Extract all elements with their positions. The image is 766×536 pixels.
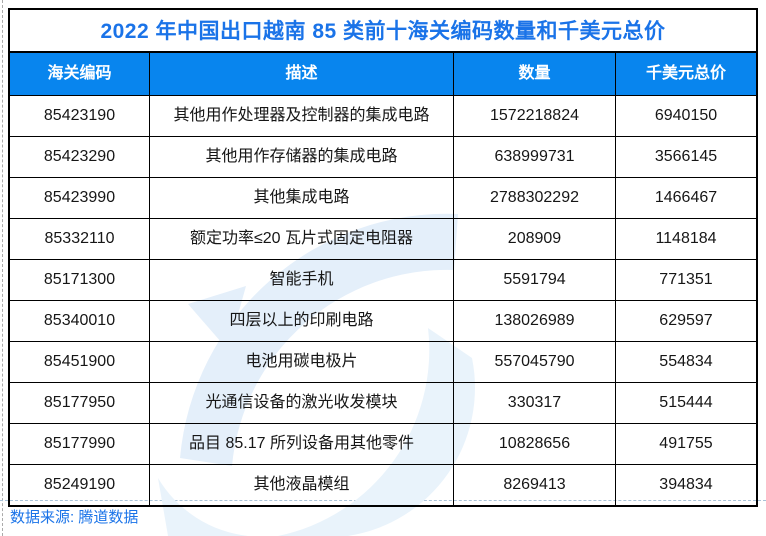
cell-quantity: 208909 [454,219,616,259]
cell-hs-code: 85340010 [10,301,150,341]
cell-description: 电池用碳电极片 [150,342,454,382]
cell-total-kusd: 6940150 [654,107,718,124]
cell-quantity: 10828656 [454,424,616,464]
cell-total-kusd: 491755 [659,435,713,452]
cell-quantity: 5591794 [454,260,616,300]
table-header-row: 海关编码 描述 数量 千美元总价 [10,53,756,96]
cell-quantity: 138026989 [454,301,616,341]
header-total-kusd: 千美元总价 [645,65,726,82]
cell-total-kusd: 394834 [659,476,713,493]
cell-description: 四层以上的印刷电路 [150,301,454,341]
table-row: 85451900 电池用碳电极片 557045790 554834 [10,342,756,383]
cell-hs-code: 85423290 [10,137,150,177]
data-source: 数据来源: 腾道数据 [10,506,138,527]
cell-description: 其他用作存储器的集成电路 [150,137,454,177]
cell-hs-code: 85249190 [10,465,150,505]
data-source-label: 数据来源: 腾道数据 [10,509,139,526]
cell-description: 额定功率≤20 瓦片式固定电阻器 [150,219,454,259]
cell-total-kusd: 629597 [659,312,713,329]
table-row: 85332110 额定功率≤20 瓦片式固定电阻器 208909 1148184 [10,219,756,260]
cell-description: 光通信设备的激光收发模块 [150,383,454,423]
cell-description: 其他集成电路 [150,178,454,218]
table-row: 85423190 其他用作处理器及控制器的集成电路 1572218824 694… [10,96,756,137]
header-hs-code: 海关编码 [10,53,150,95]
cell-hs-code: 85171300 [10,260,150,300]
cell-description: 智能手机 [150,260,454,300]
cell-hs-code: 85423990 [10,178,150,218]
cell-hs-code: 85451900 [10,342,150,382]
cell-quantity: 330317 [454,383,616,423]
cell-total-kusd: 1148184 [655,230,717,247]
table-row: 85177990 品目 85.17 所列设备用其他零件 10828656 491… [10,424,756,465]
cell-quantity: 638999731 [454,137,616,177]
table-row: 85340010 四层以上的印刷电路 138026989 629597 [10,301,756,342]
cell-total-kusd: 515444 [659,394,713,411]
cell-description: 其他液晶模组 [150,465,454,505]
cell-quantity: 1572218824 [454,96,616,136]
cell-hs-code: 85423190 [10,96,150,136]
table-row: 85423990 其他集成电路 2788302292 1466467 [10,178,756,219]
cell-hs-code: 85332110 [10,219,150,259]
cell-quantity: 8269413 [454,465,616,505]
header-description: 描述 [150,53,454,95]
header-quantity: 数量 [454,53,616,95]
cell-description: 其他用作处理器及控制器的集成电路 [150,96,454,136]
cell-total-kusd: 3566145 [654,148,718,165]
cell-description: 品目 85.17 所列设备用其他零件 [150,424,454,464]
cell-quantity: 557045790 [454,342,616,382]
cell-quantity: 2788302292 [454,178,616,218]
cell-total-kusd: 771351 [659,271,713,288]
customs-data-table: 2022 年中国出口越南 85 类前十海关编码数量和千美元总价 海关编码 描述 … [8,8,758,507]
table-title: 2022 年中国出口越南 85 类前十海关编码数量和千美元总价 [10,10,756,53]
print-guide-vertical-line [2,0,3,536]
cell-total-kusd: 1466467 [654,189,718,206]
cell-hs-code: 85177950 [10,383,150,423]
table-body: 85423190 其他用作处理器及控制器的集成电路 1572218824 694… [10,96,756,505]
cell-hs-code: 85177990 [10,424,150,464]
table-row: 85177950 光通信设备的激光收发模块 330317 515444 [10,383,756,424]
table-row: 85423290 其他用作存储器的集成电路 638999731 3566145 [10,137,756,178]
table-row: 85171300 智能手机 5591794 771351 [10,260,756,301]
table-row: 85249190 其他液晶模组 8269413 394834 [10,465,756,505]
cell-total-kusd: 554834 [659,353,713,370]
